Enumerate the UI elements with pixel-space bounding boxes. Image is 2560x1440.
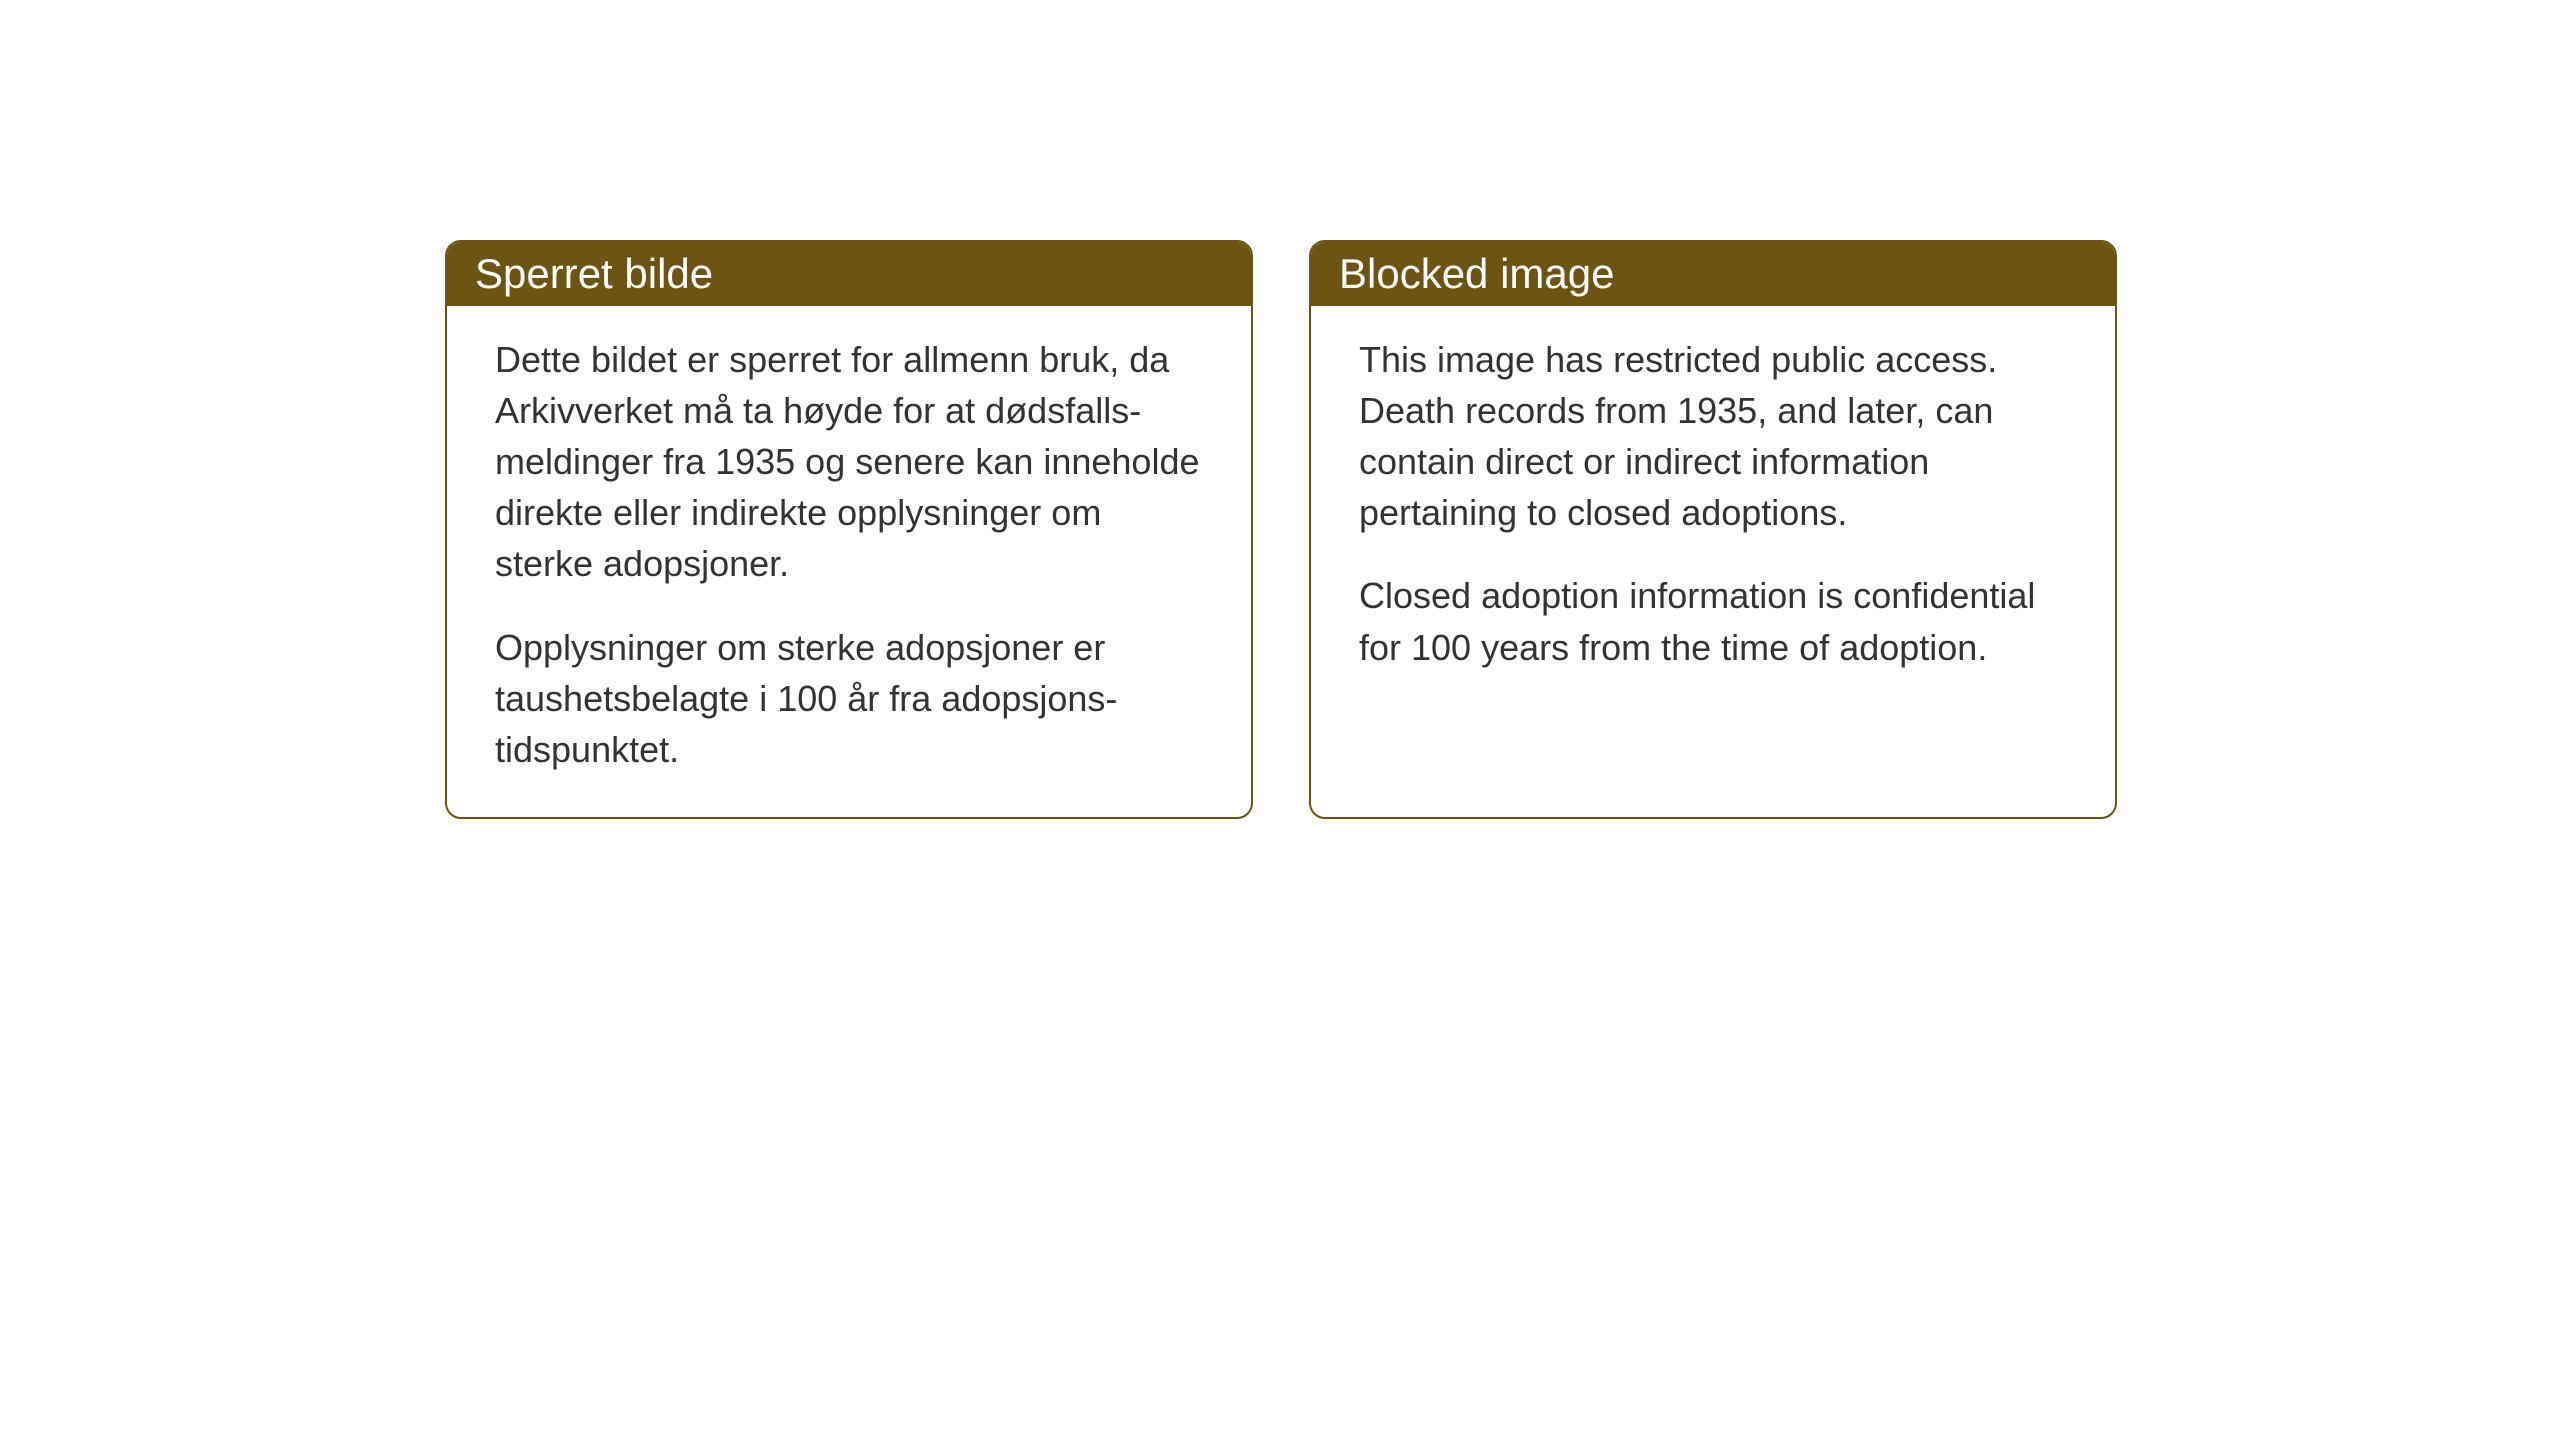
card-title-english: Blocked image [1339,250,1614,297]
notice-card-english: Blocked image This image has restricted … [1309,240,2117,819]
notice-card-norwegian: Sperret bilde Dette bildet er sperret fo… [445,240,1253,819]
card-paragraph-norwegian-1: Dette bildet er sperret for allmenn bruk… [495,334,1203,590]
card-header-norwegian: Sperret bilde [447,242,1251,306]
card-body-english: This image has restricted public access.… [1311,306,2115,715]
card-body-norwegian: Dette bildet er sperret for allmenn bruk… [447,306,1251,817]
card-paragraph-english-2: Closed adoption information is confident… [1359,570,2067,672]
card-header-english: Blocked image [1311,242,2115,306]
card-paragraph-english-1: This image has restricted public access.… [1359,334,2067,538]
card-paragraph-norwegian-2: Opplysninger om sterke adopsjoner er tau… [495,622,1203,775]
notice-container: Sperret bilde Dette bildet er sperret fo… [445,240,2117,819]
card-title-norwegian: Sperret bilde [475,250,713,297]
